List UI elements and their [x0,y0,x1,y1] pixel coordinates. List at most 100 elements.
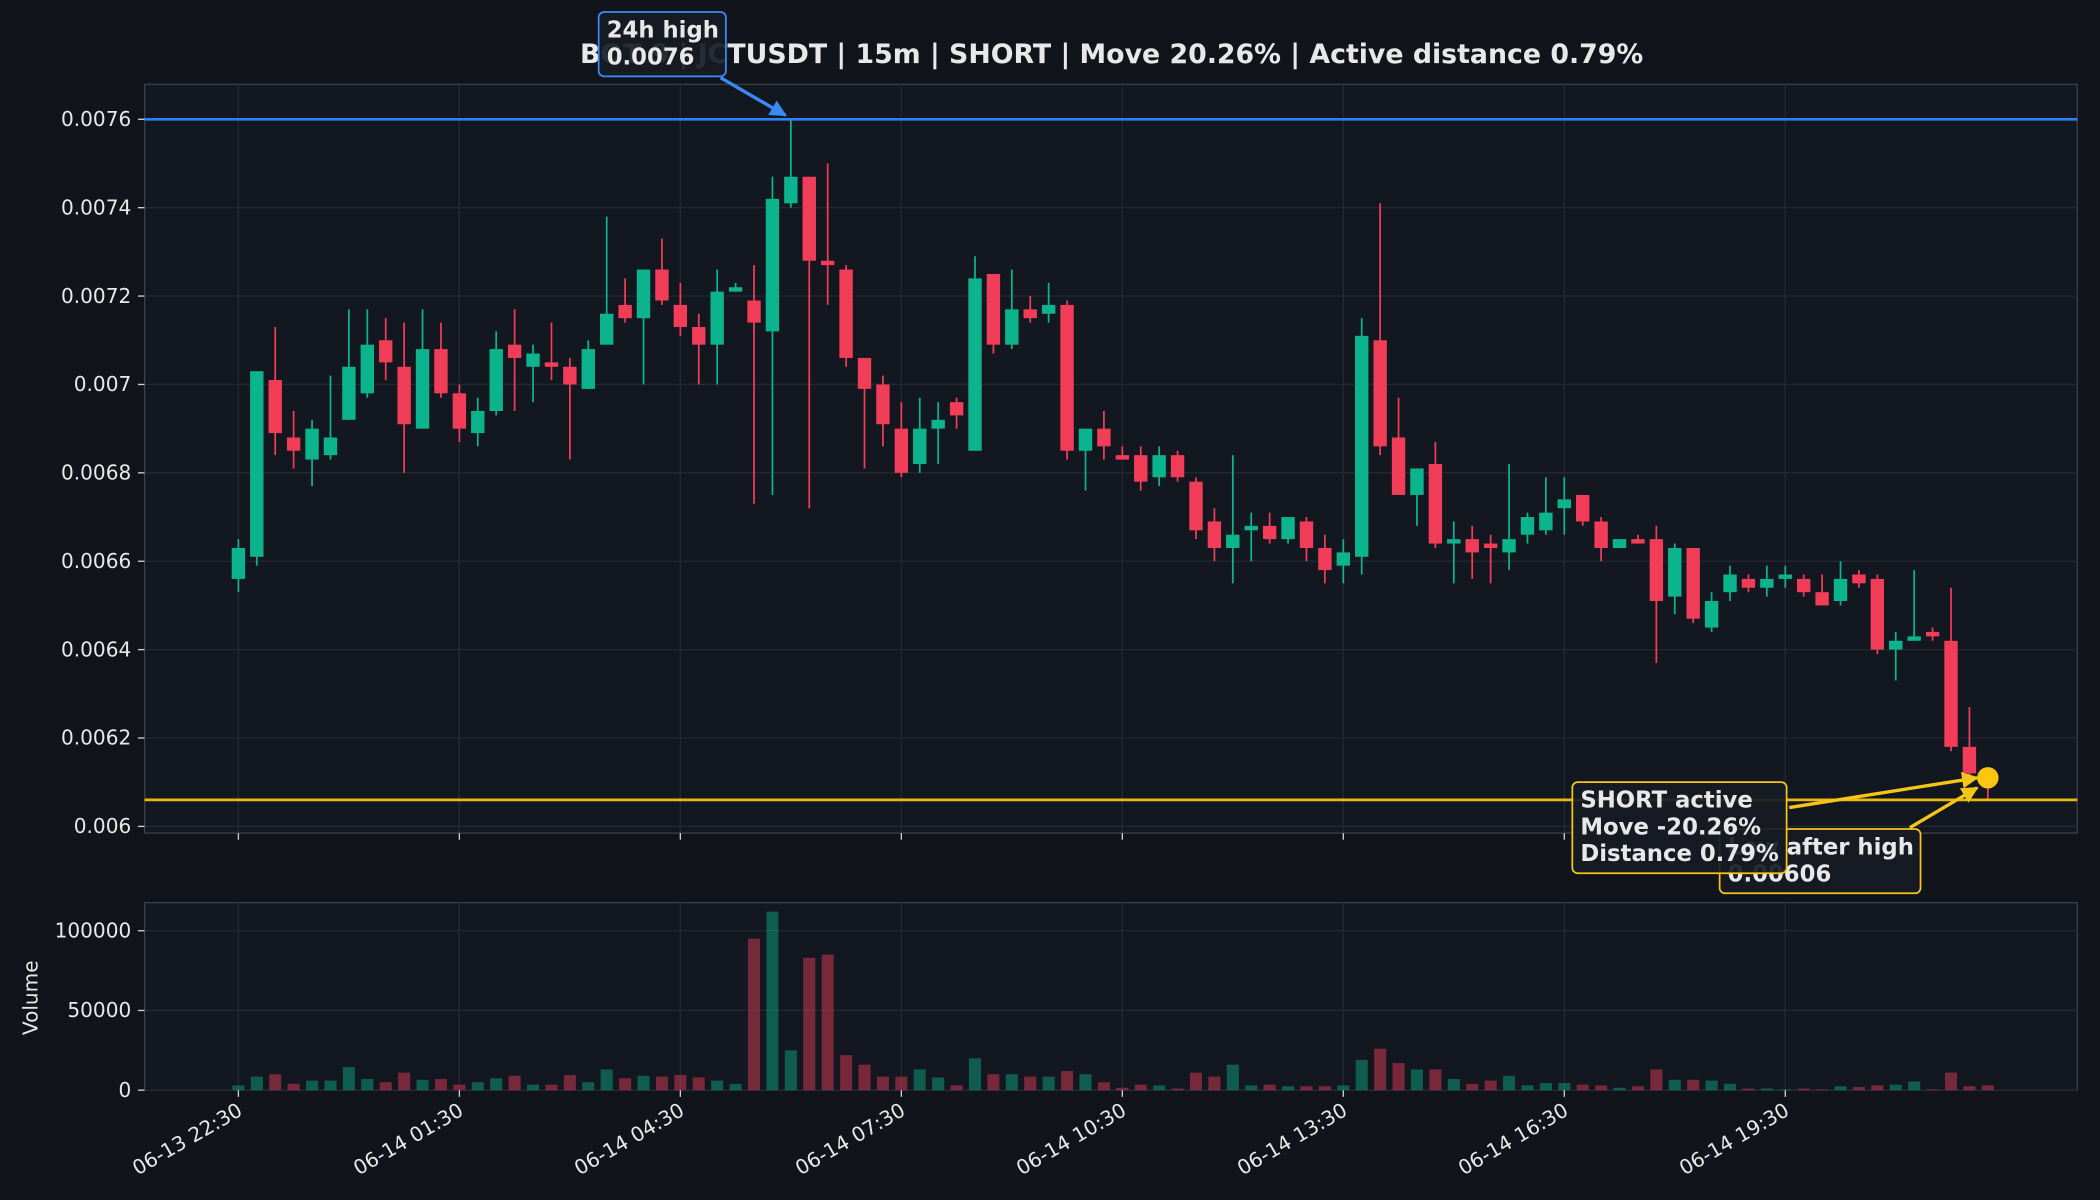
candle-body [1852,574,1866,584]
volume-bar [1816,1089,1829,1091]
volume-bar [508,1075,521,1091]
candle-body [876,384,890,425]
candle-body [471,410,485,434]
candle-body [820,260,835,266]
annotation-box [1571,781,1788,875]
volume-bar [1760,1088,1773,1091]
volume-bar [711,1080,724,1091]
volume-bar [324,1080,337,1091]
volume-bar [1963,1086,1976,1091]
chart-title: BOT 9 | JCTUSDT | 15m | SHORT | Move 20.… [580,39,1643,70]
annotation-text: Distance 0.79% [1580,841,1779,867]
candle-body [765,198,780,332]
candle-body [673,304,688,328]
volume-bar [1355,1059,1368,1091]
candle-body [1870,578,1885,650]
y-tick-label: 0.0064 [61,637,131,661]
candle-body [986,273,1001,345]
volume-bar [1650,1069,1663,1091]
candle-body [1815,592,1829,606]
candle-body [1207,521,1222,548]
y-tick-label: 0 [118,1078,131,1102]
candle-body [507,344,522,358]
candle-body [710,291,724,345]
volume-bar [471,1082,484,1091]
candle-body [968,278,982,451]
volume-bar [287,1083,300,1091]
volume-bar [1153,1085,1166,1091]
candle-body [618,304,632,319]
candle-body [1428,464,1443,544]
volume-bar [1908,1081,1921,1091]
candle-body [526,353,540,367]
candle-body [894,428,909,473]
volume-bar [1079,1074,1092,1091]
volume-panel [143,902,2078,1091]
candle-body [1336,552,1350,566]
candle-body [1649,539,1664,602]
volume-bar [1042,1076,1055,1091]
candle-body [747,300,761,323]
candle-body [913,428,927,465]
candle-body [563,366,577,385]
volume-bar [1447,1079,1460,1091]
volume-bar [821,954,834,1091]
volume-bar [932,1077,945,1091]
candle-body [1078,428,1093,451]
volume-bar [250,1076,263,1091]
volume-bar [1005,1074,1018,1091]
candle-body [268,380,282,434]
volume-bar [1208,1076,1221,1091]
candle-body [1557,499,1571,509]
candle-body [949,402,964,416]
volume-bar [1245,1085,1258,1091]
y-tick-label: 0.007 [74,372,131,396]
y-tick-label: 0.0066 [61,549,131,573]
volume-bar [1539,1083,1552,1091]
candle-body [1244,525,1258,531]
volume-bar [600,1069,613,1091]
volume-bar [950,1085,963,1091]
y-axis-label: Volume [19,960,43,1035]
candle-body [1134,455,1148,482]
volume-bar [1300,1086,1313,1091]
candle-body [1115,455,1130,460]
volume-bar [1742,1088,1755,1091]
volume-bar [379,1082,392,1091]
volume-bar [1484,1080,1497,1091]
volume-bar [1337,1085,1350,1091]
candle-body [1668,547,1682,597]
price-panel [143,83,2078,834]
volume-bar [361,1079,374,1091]
volume-bar [987,1074,1000,1091]
candle-body [1060,304,1074,451]
candle-body [1170,455,1185,478]
volume-bar [692,1077,705,1091]
candle-body [931,419,945,429]
volume-bar [342,1067,355,1091]
candle-body [1796,578,1811,593]
candle-body [1778,574,1792,579]
volume-bar [1466,1083,1479,1091]
candle-body [1962,746,1977,774]
volume-bar [434,1079,447,1091]
volume-bar [1705,1080,1718,1091]
candle-body [1704,601,1719,628]
volume-bar [1226,1064,1239,1091]
annotation-box [597,11,727,78]
volume-bar [655,1076,668,1091]
volume-bar [1944,1072,1958,1091]
candle-body [1520,517,1535,535]
candle-body [1152,455,1166,478]
candle-body [1318,547,1332,571]
candle-body [1723,574,1737,593]
volume-bar [1871,1085,1884,1091]
volume-bar [1889,1084,1902,1091]
volume-bar [858,1064,871,1091]
candle-body [1889,640,1903,650]
candle-body [802,176,816,261]
volume-bar [1392,1063,1405,1091]
candle-body [1631,539,1645,544]
volume-bar [1521,1085,1534,1091]
